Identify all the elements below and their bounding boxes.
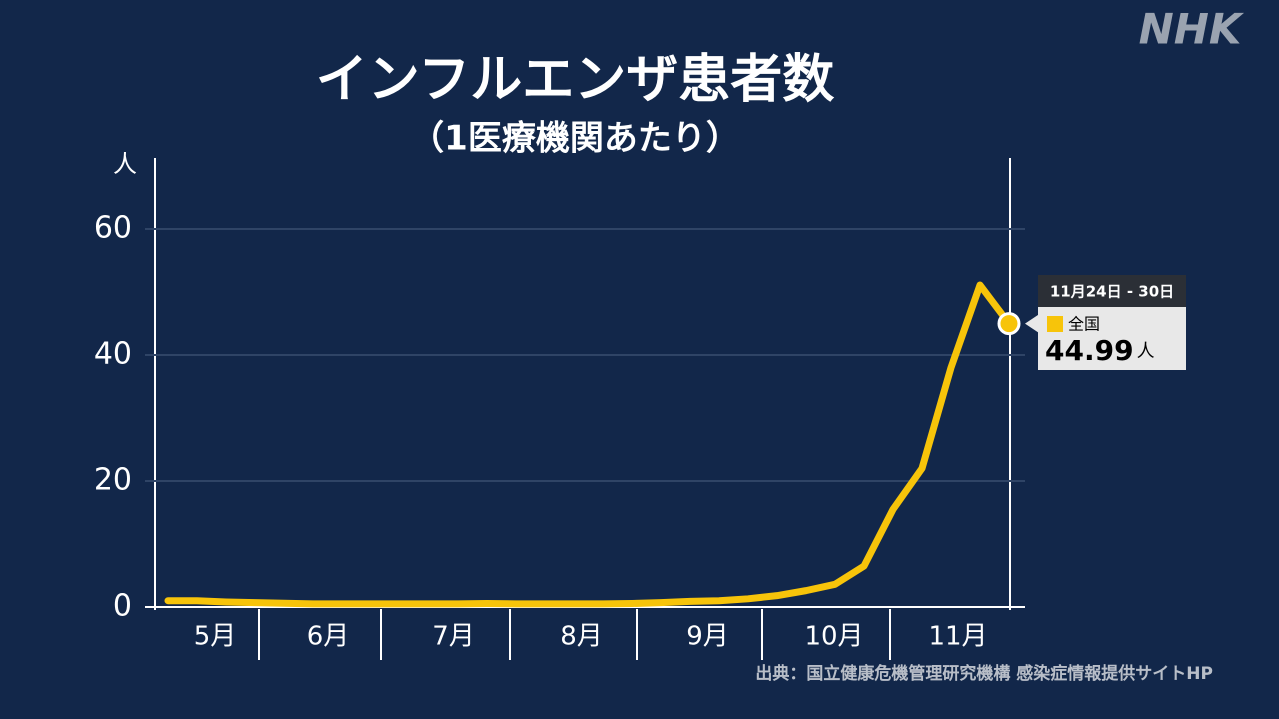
logo: NHK: [1139, 5, 1245, 54]
x-tick-label: 6月: [307, 622, 350, 652]
chart-subtitle: （1医療機関あたり）: [410, 119, 740, 159]
x-tick-label: 7月: [432, 622, 475, 652]
y-tick-label: 0: [113, 589, 132, 624]
y-tick-label: 60: [94, 211, 132, 246]
x-tick-label: 10月: [804, 622, 863, 652]
line: [164, 281, 1013, 608]
chart-title: インフルエンザ患者数: [316, 50, 834, 110]
legend-swatch: [1047, 316, 1063, 332]
end-point: [997, 312, 1021, 336]
x-tick-label: 9月: [686, 622, 729, 652]
tooltip-unit: 人: [1137, 341, 1155, 362]
x-tick-label: 5月: [194, 622, 237, 652]
tooltip-header: [1038, 275, 1186, 307]
y-tick-label: 20: [94, 463, 132, 498]
source: 出典：国立健康危機管理研究機構 感染症情報提供サイトHP: [755, 663, 1213, 684]
x-tick-label: 11月: [928, 622, 987, 652]
x-tick-label: 8月: [560, 622, 603, 652]
y-unit: 人: [113, 150, 137, 178]
legend-label: 全国: [1068, 315, 1100, 334]
tooltip-date: 11月24日 - 30日: [1050, 283, 1174, 301]
tooltip-pointer: [1025, 313, 1040, 334]
y-tick-label: 40: [94, 337, 132, 372]
